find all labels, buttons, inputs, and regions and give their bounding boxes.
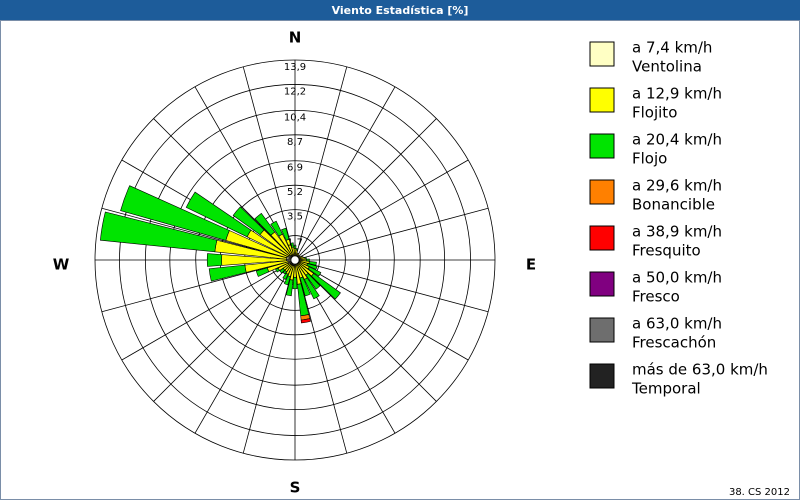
spoke (294, 259, 489, 313)
legend-swatch (589, 41, 615, 67)
legend-sublabel: Flojo (632, 150, 667, 168)
r-tick-label: 10,4 (284, 112, 306, 123)
spoke (153, 259, 296, 402)
labels: 1,7 3,5 5,2 6,9 8,7 10,4 12,2 13,9 N E S W (53, 29, 536, 497)
grid-ring (195, 160, 395, 360)
r-tick-label: 1,7 (287, 238, 303, 249)
spoke (101, 259, 296, 313)
legend-label: a 29,6 km/h (632, 177, 722, 195)
legend-swatch (589, 225, 615, 251)
footer: 38. CS 2012 (729, 487, 790, 498)
legend-label: a 63,0 km/h (632, 315, 722, 333)
grid-ring (94, 59, 496, 461)
legend-swatch (589, 271, 615, 297)
grid-ring (119, 84, 471, 436)
wind-wedge (290, 242, 295, 248)
wedges (99, 185, 341, 324)
cardinal-label: N (289, 29, 302, 47)
grid (94, 59, 496, 461)
wind-wedge (282, 272, 289, 280)
spoke (153, 118, 296, 261)
spoke (242, 259, 296, 454)
legend-label: a 12,9 km/h (632, 85, 722, 103)
cardinal-label: E (526, 256, 536, 274)
cardinal-label: W (53, 256, 70, 274)
legend-swatch (589, 179, 615, 205)
wind-wedge (307, 266, 322, 277)
legend-label: a 38,9 km/h (632, 223, 722, 241)
spoke (294, 66, 348, 261)
wind-wedge (185, 191, 252, 238)
spoke (101, 207, 296, 261)
legend-label: más de 63,0 km/h (632, 361, 768, 379)
spoke (294, 207, 489, 261)
legend-sublabel: Bonancible (632, 196, 715, 214)
r-tick-label: 5,2 (287, 187, 303, 198)
spoke (294, 259, 348, 454)
chart-title: Viento Estadística [%] (332, 4, 469, 17)
legend-sublabel: Fresquito (632, 242, 701, 260)
legend-sublabel: Temporal (631, 380, 701, 398)
legend-label: a 20,4 km/h (632, 131, 722, 149)
wind-wedge (279, 267, 286, 274)
legend-label: a 50,0 km/h (632, 269, 722, 287)
r-tick-label: 12,2 (284, 86, 306, 97)
spoke (242, 66, 296, 261)
legend-sublabel: Frescachón (632, 334, 716, 352)
wind-wedge (306, 258, 310, 262)
wind-wedge (308, 261, 317, 266)
wind-wedge (282, 269, 288, 275)
wind-wedge (270, 220, 283, 237)
grid-ring (144, 109, 446, 411)
wind-wedge (299, 276, 311, 297)
wind-wedge (275, 267, 280, 273)
wind-wedge (296, 253, 300, 257)
wind-wedge (232, 206, 265, 236)
r-tick-label: 3,5 (287, 212, 303, 223)
wind-wedge (303, 277, 320, 300)
wind-wedge (281, 227, 290, 241)
wind-wedge (305, 272, 321, 290)
wind-wedge (292, 276, 298, 290)
wind-wedge (208, 264, 247, 282)
legend-label: a 7,4 km/h (632, 39, 712, 57)
spoke (294, 118, 437, 261)
wind-wedge (311, 273, 341, 300)
spoke (294, 259, 437, 402)
cardinal-label: S (290, 479, 301, 497)
legend-swatch (589, 363, 615, 389)
legend-sublabel: Flojito (632, 104, 677, 122)
wind-wedge (255, 267, 270, 277)
grid-ring (169, 134, 421, 386)
wind-wedge (206, 253, 223, 267)
wind-wedge (304, 256, 307, 260)
r-tick-label: 6,9 (287, 163, 303, 174)
legend-swatch (589, 87, 615, 113)
title-bar (0, 0, 800, 20)
wind-wedge (254, 212, 276, 236)
wind-wedge (283, 275, 291, 286)
spoke (294, 259, 469, 361)
wind-wedge (293, 245, 297, 249)
legend-sublabel: Fresco (632, 288, 680, 306)
wind-wedge (306, 263, 318, 270)
spoke (121, 259, 296, 361)
spoke (294, 159, 469, 261)
legend-swatch (589, 317, 615, 343)
legend-sublabel: Ventolina (632, 58, 702, 76)
legend-swatch (589, 133, 615, 159)
spoke (194, 259, 296, 434)
spoke (294, 86, 396, 261)
calm-circle (290, 255, 300, 265)
wind-wedge (300, 318, 311, 324)
r-tick-label: 13,9 (284, 62, 306, 73)
wind-wedge (295, 248, 299, 251)
wind-wedge (285, 279, 294, 297)
r-tick-label: 8,7 (287, 137, 303, 148)
wind-wedge (99, 211, 218, 253)
wind-wedge (120, 185, 230, 241)
